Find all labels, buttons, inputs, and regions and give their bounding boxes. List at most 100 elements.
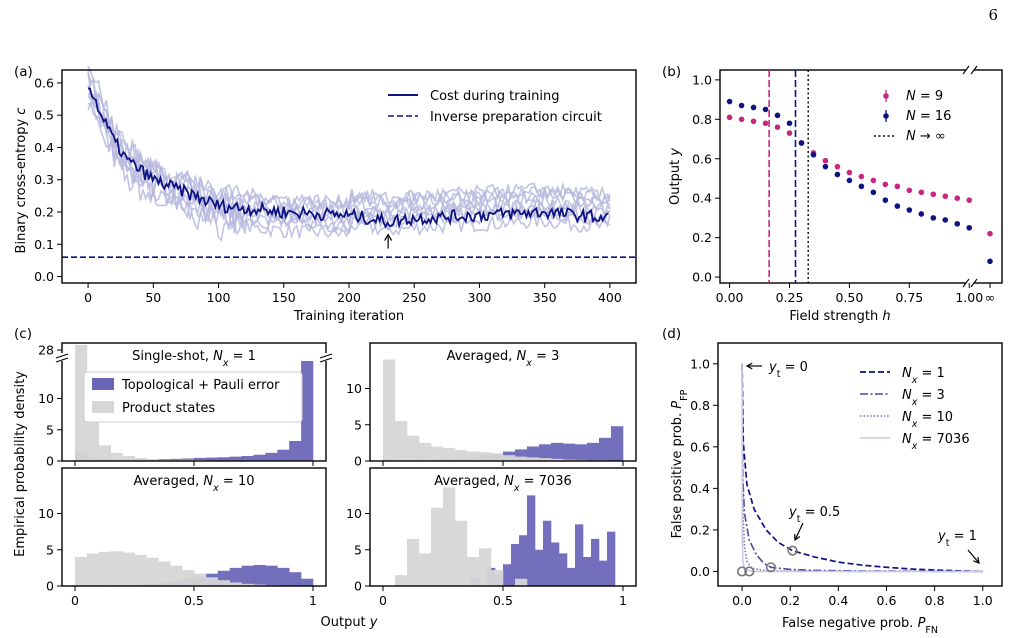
d-xtick-0.8: 0.8 xyxy=(925,593,945,608)
hist-bar-product xyxy=(110,551,123,586)
arrow-yt1-head xyxy=(973,557,980,564)
c-ytick-0-0: 0 xyxy=(46,454,54,469)
roc-curve-1 xyxy=(741,363,983,573)
point-n9 xyxy=(774,124,781,130)
panel-a-label: (a) xyxy=(14,64,33,80)
c-ytick-0-10: 10 xyxy=(38,391,54,406)
point-n16 xyxy=(954,221,961,227)
break-mark-1a xyxy=(962,278,970,288)
threshold-marker xyxy=(787,545,798,556)
c-break-b-1 xyxy=(319,357,333,363)
point-n16 xyxy=(918,211,925,217)
hist-bar-product xyxy=(527,457,540,461)
hist-bar-topological xyxy=(277,449,290,461)
hist-bar-product xyxy=(551,458,564,461)
arrow-head xyxy=(384,233,393,241)
c-ytick-3-5: 5 xyxy=(354,542,362,557)
threshold-marker xyxy=(736,566,748,577)
point-n9 xyxy=(942,193,949,200)
legend-product-swatch xyxy=(92,401,114,413)
threshold-marker xyxy=(744,566,755,577)
hist-bar-product xyxy=(241,583,254,586)
hist-bar-topological xyxy=(543,520,552,586)
hist-bar-product xyxy=(98,551,111,586)
point-n16 xyxy=(738,102,745,109)
hist-bar-product xyxy=(431,446,444,461)
hist-bar-product xyxy=(205,577,219,586)
hist-bar-product xyxy=(407,435,420,461)
b-ytick-0.0: 0.0 xyxy=(692,270,712,285)
a-ytick-0: 0.0 xyxy=(34,269,54,284)
legend-d-label-2: Nx​ = 10 xyxy=(902,410,953,430)
threshold-marker xyxy=(765,562,777,573)
c-xtick-3-0.5: 0.5 xyxy=(493,593,513,608)
d-xtick-1.0: 1.0 xyxy=(973,593,993,608)
hist-bar-product xyxy=(515,456,528,461)
hist-bar-topological xyxy=(253,564,266,586)
hist-bar-topological xyxy=(575,524,584,586)
hist-bar-topological xyxy=(217,457,230,461)
hist-bar-product xyxy=(98,445,111,461)
c-break-b-0 xyxy=(55,357,69,363)
hist-bar-topological xyxy=(599,560,608,586)
arrow-yt0-head xyxy=(745,362,753,370)
point-n9 xyxy=(750,118,757,125)
hist-bar-product xyxy=(419,442,432,461)
point-n16 xyxy=(894,203,901,209)
point-n16 xyxy=(774,112,781,119)
a-ytick-0.1: 0.1 xyxy=(34,237,54,252)
c-ytick-3-0: 0 xyxy=(354,579,362,594)
hist-bar-topological xyxy=(567,567,576,586)
point-n9 xyxy=(870,177,877,184)
legend-b-marker-1 xyxy=(883,113,889,119)
c-break-gap-0 xyxy=(57,353,67,361)
hist-bar-product xyxy=(110,452,123,461)
point-n16 xyxy=(726,98,733,105)
point-n16 xyxy=(930,215,937,221)
hist-bar-topological xyxy=(607,531,616,586)
panel-c-label: (c) xyxy=(14,326,32,342)
hist-bar-topological xyxy=(229,456,242,461)
d-ytick-0.6: 0.6 xyxy=(690,439,710,454)
hist-bar-product xyxy=(146,459,159,461)
hist-bar-topological xyxy=(535,549,544,586)
a-ytick-0.5: 0.5 xyxy=(34,108,54,123)
a-ytick-0.6: 0.6 xyxy=(34,75,54,90)
a-ytick-0.2: 0.2 xyxy=(34,205,54,220)
subplot-title-3: Averaged, Nx​ = 7036 xyxy=(434,474,572,494)
hist-bar-product xyxy=(467,557,480,586)
c-xtick-2-0: 0 xyxy=(71,593,79,608)
hist-bar-product xyxy=(182,570,195,586)
hist-bar-topological xyxy=(265,452,278,461)
d-xtick-0.6: 0.6 xyxy=(877,593,897,608)
a-xlabel: Training iteration xyxy=(293,309,404,324)
hist-bar-product xyxy=(170,565,183,586)
hist-bar-topological xyxy=(229,567,242,586)
c-ylabel: Empirical probability density xyxy=(13,371,28,557)
legend-b-label-1: N = 16 xyxy=(906,109,951,124)
point-n9 xyxy=(906,187,913,194)
c-ytick-0-5: 5 xyxy=(46,422,54,437)
point-n9 xyxy=(966,197,973,203)
hist-bar-topological xyxy=(511,543,520,586)
hist-bar-product xyxy=(395,421,408,461)
b-xtick-1.00: 1.00 xyxy=(955,290,983,305)
c-xlabel: Output y xyxy=(321,615,378,630)
b-xlabel: Field strength h xyxy=(789,309,890,324)
legend-d-label-1: Nx​ = 3 xyxy=(902,388,945,408)
hist-bar-product xyxy=(515,578,528,586)
a-ytick-0.3: 0.3 xyxy=(34,172,54,187)
hist-bar-topological xyxy=(559,553,568,586)
point-n16 xyxy=(798,140,805,146)
a-xtick-350: 350 xyxy=(533,290,557,305)
hist-bar-product xyxy=(86,553,100,586)
legend-b-label-2: N → ∞ xyxy=(906,129,946,144)
point-n9 xyxy=(726,114,733,121)
point-inf-n16 xyxy=(987,258,993,265)
point-n9 xyxy=(762,120,769,127)
hist-bar-product xyxy=(217,580,230,586)
point-n16 xyxy=(966,224,973,231)
point-n9 xyxy=(822,157,829,164)
point-n9 xyxy=(738,116,745,123)
